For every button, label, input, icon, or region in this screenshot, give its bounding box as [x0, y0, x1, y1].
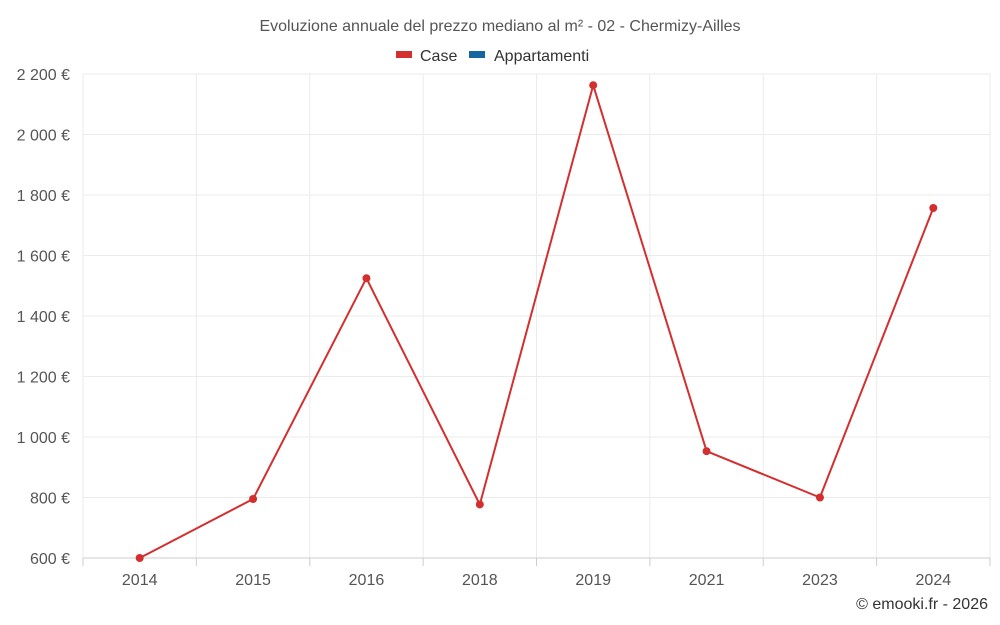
x-tick-label: 2015 [235, 572, 271, 589]
axes: 600 € 800 € 1 000 € 1 200 € 1 400 € 1 600 € 1 … [17, 67, 991, 589]
data-point[interactable] [815, 493, 824, 502]
y-tick-label: 600 € [30, 551, 70, 568]
y-tick-label: 2 200 € [17, 67, 70, 84]
legend-label-appartamenti[interactable]: Appartamenti [494, 48, 589, 65]
y-tick-label: 1 400 € [17, 309, 70, 326]
data-point[interactable] [589, 81, 598, 90]
series-line-case [139, 84, 935, 559]
chart-title: Evoluzione annuale del prezzo mediano al… [259, 18, 740, 35]
legend-label-case[interactable]: Case [420, 48, 457, 65]
x-tick-label: 2014 [122, 572, 158, 589]
data-point[interactable] [249, 495, 258, 504]
x-tick-label: 2023 [802, 572, 838, 589]
legend-swatch-appartamenti [469, 51, 485, 58]
y-tick-label: 1 600 € [17, 249, 70, 266]
data-point[interactable] [362, 274, 371, 283]
y-tick-label: 2 000 € [17, 128, 70, 145]
y-tick-label: 1 000 € [17, 430, 70, 447]
data-point[interactable] [135, 554, 144, 562]
data-point[interactable] [702, 447, 711, 456]
x-tick-label: 2018 [462, 572, 498, 589]
grid [82, 73, 991, 559]
credit-text: © emooki.fr - 2026 [856, 596, 988, 613]
legend-swatch-case [396, 51, 412, 58]
x-tick-label: 2019 [575, 572, 611, 589]
x-tick-label: 2024 [916, 572, 952, 589]
x-tick-label: 2016 [349, 572, 385, 589]
data-point[interactable] [475, 500, 484, 509]
series [135, 81, 938, 562]
data-point[interactable] [929, 204, 938, 213]
y-tick-label: 1 800 € [17, 188, 70, 205]
y-tick-label: 800 € [30, 491, 70, 508]
legend: Case Appartamenti [396, 48, 589, 65]
x-tick-label: 2021 [689, 572, 725, 589]
y-tick-label: 1 200 € [17, 370, 70, 387]
